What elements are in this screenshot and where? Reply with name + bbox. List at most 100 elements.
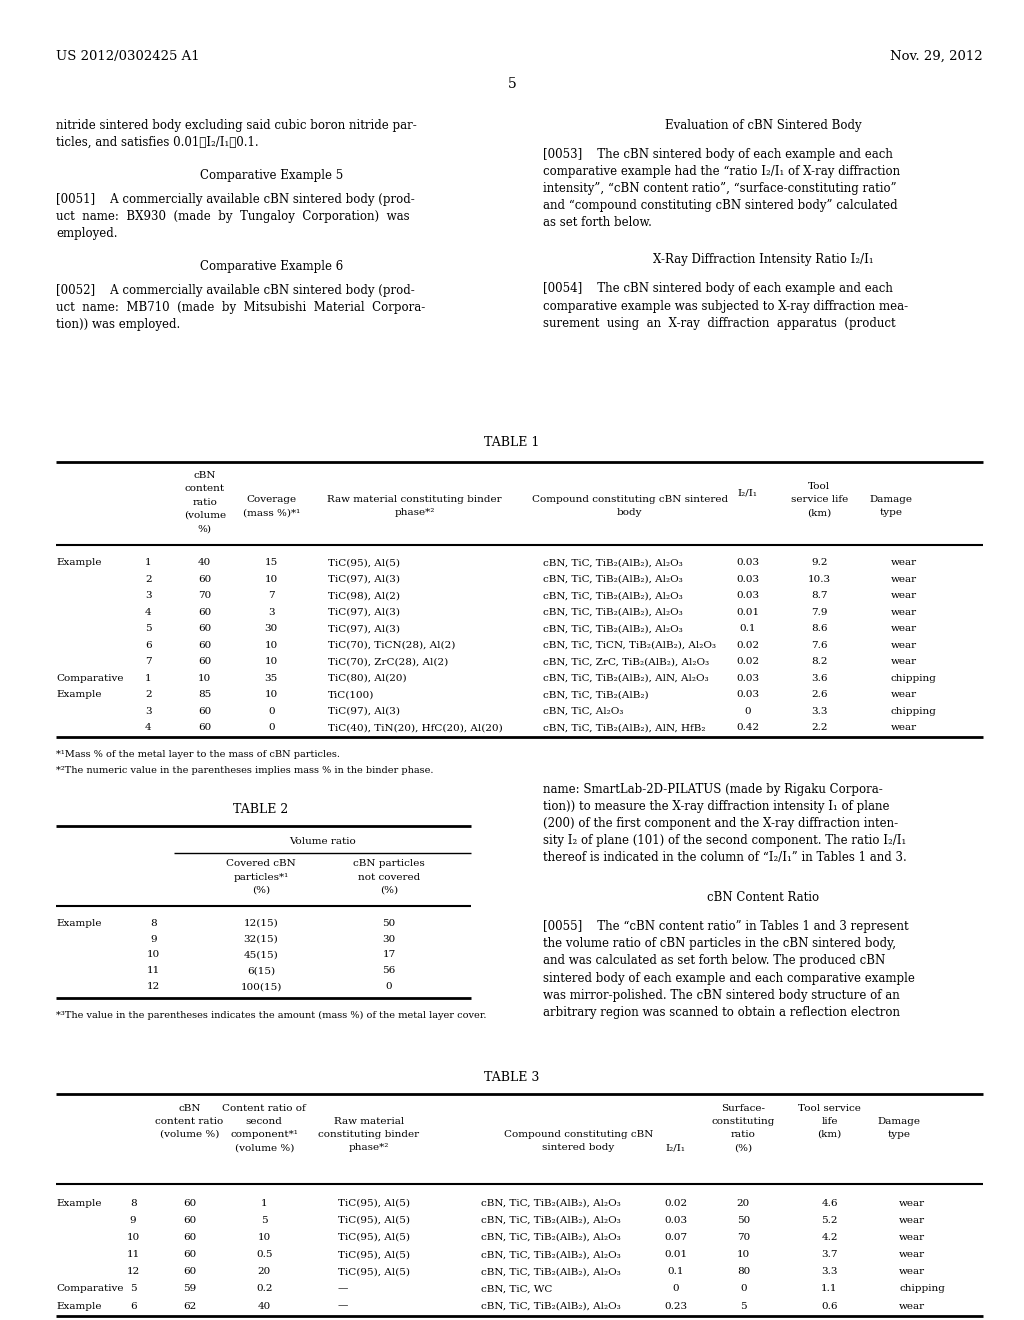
Text: uct  name:  MB710  (made  by  Mitsubishi  Material  Corpora-: uct name: MB710 (made by Mitsubishi Mate… [56,301,426,314]
Text: 0.03: 0.03 [736,675,759,682]
Text: cBN Content Ratio: cBN Content Ratio [707,891,819,904]
Text: ratio: ratio [193,498,217,507]
Text: TiC(40), TiN(20), HfC(20), Al(20): TiC(40), TiN(20), HfC(20), Al(20) [328,723,503,733]
Text: cBN, TiC, TiB₂(AlB₂), Al₂O₃: cBN, TiC, TiB₂(AlB₂), Al₂O₃ [543,607,682,616]
Text: wear: wear [891,558,918,568]
Text: 0: 0 [740,1284,746,1294]
Text: 8: 8 [130,1199,136,1208]
Text: was mirror-polished. The cBN sintered body structure of an: was mirror-polished. The cBN sintered bo… [543,989,899,1002]
Text: (%): (%) [734,1143,753,1152]
Text: cBN, TiC, TiB₂(AlB₂), Al₂O₃: cBN, TiC, TiB₂(AlB₂), Al₂O₃ [481,1267,621,1276]
Text: —: — [338,1302,348,1311]
Text: 5: 5 [145,624,152,634]
Text: 0: 0 [744,708,751,715]
Text: 70: 70 [199,591,211,601]
Text: 9.2: 9.2 [811,558,827,568]
Text: life: life [821,1117,838,1126]
Text: 100(15): 100(15) [241,982,282,991]
Text: 1: 1 [145,558,152,568]
Text: cBN, TiC, TiB₂(AlB₂), Al₂O₃: cBN, TiC, TiB₂(AlB₂), Al₂O₃ [543,591,682,601]
Text: (%): (%) [252,886,270,895]
Text: [0055]    The “cBN content ratio” in Tables 1 and 3 represent: [0055] The “cBN content ratio” in Tables… [543,920,908,933]
Text: Raw material constituting binder: Raw material constituting binder [328,495,502,504]
Text: Surface-: Surface- [722,1104,765,1113]
Text: TiC(97), Al(3): TiC(97), Al(3) [328,708,399,715]
Text: wear: wear [899,1267,926,1276]
Text: TiC(70), TiCN(28), Al(2): TiC(70), TiCN(28), Al(2) [328,642,455,649]
Text: 70: 70 [737,1233,750,1242]
Text: TiC(95), Al(5): TiC(95), Al(5) [338,1267,410,1276]
Text: (km): (km) [817,1130,842,1139]
Text: US 2012/0302425 A1: US 2012/0302425 A1 [56,50,200,63]
Text: arbitrary region was scanned to obtain a reflection electron: arbitrary region was scanned to obtain a… [543,1006,900,1019]
Text: cBN, TiC, TiB₂(AlB₂), Al₂O₃: cBN, TiC, TiB₂(AlB₂), Al₂O₃ [481,1216,621,1225]
Text: cBN, TiC, TiB₂(AlB₂), AlN, Al₂O₃: cBN, TiC, TiB₂(AlB₂), AlN, Al₂O₃ [543,675,709,682]
Text: 0: 0 [268,708,274,715]
Text: 7: 7 [268,591,274,601]
Text: 7: 7 [145,657,152,667]
Text: 30: 30 [383,935,395,944]
Text: as set forth below.: as set forth below. [543,216,651,230]
Text: 45(15): 45(15) [244,950,279,960]
Text: sintered body: sintered body [543,1143,614,1152]
Text: Example: Example [56,558,101,568]
Text: 0.1: 0.1 [668,1267,684,1276]
Text: wear: wear [899,1233,926,1242]
Text: TiC(95), Al(5): TiC(95), Al(5) [338,1199,410,1208]
Text: 80: 80 [737,1267,750,1276]
Text: constituting binder: constituting binder [318,1130,419,1139]
Text: 20: 20 [258,1267,270,1276]
Text: 0.02: 0.02 [736,657,759,667]
Text: 4: 4 [145,607,152,616]
Text: chipping: chipping [891,708,937,715]
Text: wear: wear [899,1302,926,1311]
Text: 3: 3 [145,591,152,601]
Text: 3.3: 3.3 [821,1267,838,1276]
Text: wear: wear [899,1216,926,1225]
Text: 30: 30 [265,624,278,634]
Text: 11: 11 [127,1250,139,1259]
Text: TiC(98), Al(2): TiC(98), Al(2) [328,591,399,601]
Text: Content ratio of: Content ratio of [222,1104,306,1113]
Text: 60: 60 [199,657,211,667]
Text: (volume %): (volume %) [234,1143,294,1152]
Text: *¹Mass % of the metal layer to the mass of cBN particles.: *¹Mass % of the metal layer to the mass … [56,750,340,759]
Text: surement  using  an  X-ray  diffraction  apparatus  (product: surement using an X-ray diffraction appa… [543,317,895,330]
Text: ratio: ratio [731,1130,756,1139]
Text: and “compound constituting cBN sintered body” calculated: and “compound constituting cBN sintered … [543,199,897,213]
Text: 10: 10 [147,950,160,960]
Text: 8.7: 8.7 [811,591,827,601]
Text: chipping: chipping [899,1284,945,1294]
Text: 4.6: 4.6 [821,1199,838,1208]
Text: 0.02: 0.02 [736,642,759,649]
Text: 10.3: 10.3 [808,576,830,583]
Text: particles*¹: particles*¹ [233,873,289,882]
Text: wear: wear [891,591,918,601]
Text: 32(15): 32(15) [244,935,279,944]
Text: 2.6: 2.6 [811,690,827,700]
Text: 0.03: 0.03 [736,558,759,568]
Text: 1: 1 [145,675,152,682]
Text: 56: 56 [383,966,395,975]
Text: second: second [246,1117,283,1126]
Text: name: SmartLab-2D-PILATUS (made by Rigaku Corpora-: name: SmartLab-2D-PILATUS (made by Rigak… [543,783,883,796]
Text: cBN, TiC, TiB₂(AlB₂), Al₂O₃: cBN, TiC, TiB₂(AlB₂), Al₂O₃ [543,624,682,634]
Text: (%): (%) [380,886,398,895]
Text: —: — [338,1284,348,1294]
Text: 5.2: 5.2 [821,1216,838,1225]
Text: employed.: employed. [56,227,118,240]
Text: TiC(97), Al(3): TiC(97), Al(3) [328,576,399,583]
Text: Example: Example [56,919,101,928]
Text: content ratio: content ratio [156,1117,223,1126]
Text: wear: wear [891,642,918,649]
Text: 3: 3 [145,708,152,715]
Text: 60: 60 [183,1199,196,1208]
Text: TiC(70), ZrC(28), Al(2): TiC(70), ZrC(28), Al(2) [328,657,447,667]
Text: cBN, TiC, TiB₂(AlB₂), Al₂O₃: cBN, TiC, TiB₂(AlB₂), Al₂O₃ [543,576,682,583]
Text: 1: 1 [261,1199,267,1208]
Text: TiC(100): TiC(100) [328,690,374,700]
Text: Example: Example [56,690,101,700]
Text: 60: 60 [183,1250,196,1259]
Text: 0.5: 0.5 [256,1250,272,1259]
Text: 85: 85 [199,690,211,700]
